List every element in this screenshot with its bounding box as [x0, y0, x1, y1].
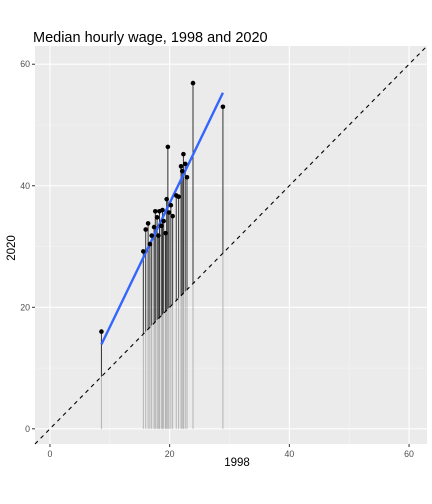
- data-point: [185, 175, 190, 180]
- data-point: [159, 224, 164, 229]
- data-point: [221, 104, 226, 109]
- data-point: [167, 210, 172, 215]
- data-point: [152, 225, 157, 230]
- data-point: [160, 208, 165, 213]
- x-axis-label: 1998: [0, 457, 432, 469]
- y-tick-label: 0: [25, 424, 30, 434]
- data-point: [191, 81, 196, 86]
- data-point: [141, 249, 146, 254]
- data-point: [170, 214, 175, 219]
- y-tick-label: 40: [20, 181, 30, 191]
- data-point: [156, 233, 161, 238]
- data-point: [181, 152, 186, 157]
- data-point: [179, 164, 184, 169]
- data-point: [161, 219, 166, 224]
- data-point: [176, 194, 181, 199]
- data-point: [164, 197, 169, 202]
- data-point: [180, 169, 185, 174]
- y-tick-label: 60: [20, 59, 30, 69]
- data-point: [155, 215, 160, 220]
- y-axis-ticks: 0 20 40 60: [20, 59, 35, 434]
- data-point: [169, 203, 174, 208]
- data-point: [163, 231, 168, 236]
- data-point: [149, 233, 154, 238]
- data-point: [148, 242, 153, 247]
- data-point: [183, 162, 188, 167]
- data-point: [146, 221, 151, 226]
- data-point: [143, 227, 148, 232]
- y-tick-label: 20: [20, 302, 30, 312]
- data-point: [99, 329, 104, 334]
- y-axis-label: 2020: [6, 235, 18, 261]
- data-point: [166, 145, 171, 150]
- data-point: [153, 209, 158, 214]
